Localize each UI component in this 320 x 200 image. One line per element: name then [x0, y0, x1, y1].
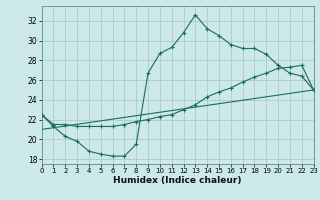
X-axis label: Humidex (Indice chaleur): Humidex (Indice chaleur) — [113, 176, 242, 185]
